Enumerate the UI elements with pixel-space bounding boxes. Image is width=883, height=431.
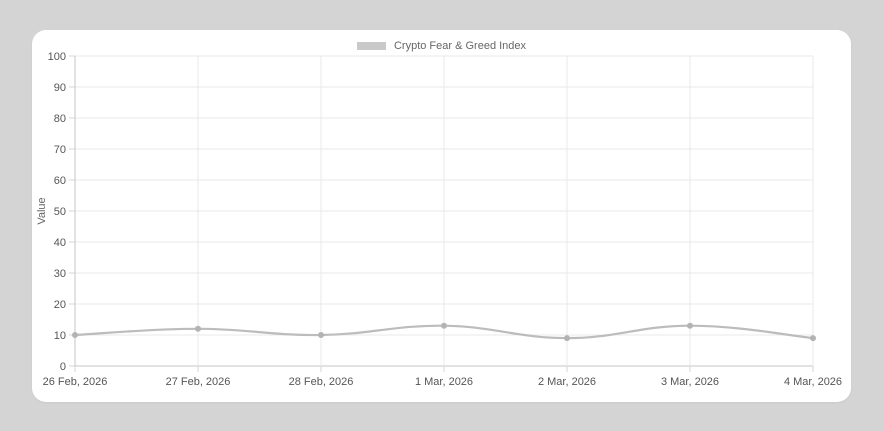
- y-tick-label: 10: [54, 330, 66, 342]
- y-tick-label: 40: [54, 237, 66, 249]
- data-point[interactable]: [318, 332, 324, 338]
- y-tick-label: 70: [54, 144, 66, 156]
- data-point[interactable]: [195, 325, 201, 332]
- y-tick-label: 0: [60, 361, 66, 373]
- x-tick-label: 27 Feb, 2026: [166, 376, 231, 388]
- data-point[interactable]: [441, 322, 447, 329]
- x-tick-label: 1 Mar, 2026: [415, 376, 473, 388]
- data-point[interactable]: [564, 335, 570, 342]
- y-tick-label: 80: [54, 113, 66, 125]
- x-tick-label: 28 Feb, 2026: [289, 376, 354, 388]
- legend-swatch-icon: [356, 42, 386, 50]
- legend-item[interactable]: Crypto Fear & Greed Index: [32, 39, 851, 53]
- x-tick-label: 3 Mar, 2026: [661, 376, 719, 388]
- x-tick-label: 2 Mar, 2026: [538, 376, 596, 388]
- data-point[interactable]: [810, 335, 816, 342]
- data-point[interactable]: [687, 322, 693, 329]
- line-chart: 0 10 20 30 40 50 60 70 80 90 100 26 Feb, 2026 27 Feb…: [36, 51, 842, 388]
- x-tick-label: 4 Mar, 2026: [784, 376, 842, 388]
- y-tick-label: 50: [54, 206, 66, 218]
- data-point[interactable]: [72, 332, 78, 338]
- chart-card: Crypto Fear & Greed Index 0 10 20 30 40 50 60 7…: [32, 30, 851, 402]
- y-axis-title: Value: [36, 197, 48, 224]
- y-tick-label: 30: [54, 268, 66, 280]
- y-tick-label: 90: [54, 82, 66, 94]
- y-tick-label: 20: [54, 299, 66, 311]
- y-tick-label: 100: [48, 51, 66, 63]
- y-tick-label: 60: [54, 175, 66, 187]
- x-tick-label: 26 Feb, 2026: [43, 376, 108, 388]
- legend-label: Crypto Fear & Greed Index: [393, 40, 527, 52]
